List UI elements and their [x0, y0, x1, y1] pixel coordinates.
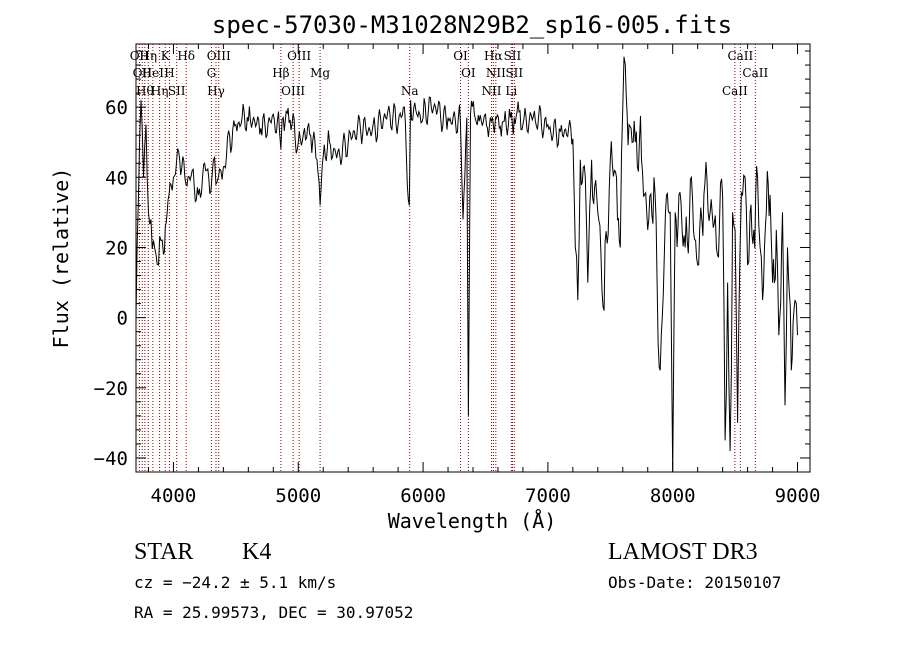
line-label: Na: [401, 84, 419, 98]
y-axis-label: Flux (relative): [49, 168, 73, 349]
x-tick-label: 7000: [525, 485, 571, 507]
line-label: Mg: [310, 66, 330, 80]
line-label: CaII: [727, 49, 753, 63]
plot-frame: [135, 43, 811, 473]
x-tick-label: 5000: [275, 485, 321, 507]
ra-dec: RA = 25.99573, DEC = 30.97052: [134, 603, 414, 622]
object-class: STAR: [134, 539, 194, 565]
redshift-value: cz = −24.2 ± 5.1 km/s: [134, 573, 337, 592]
line-label: CaII: [722, 84, 748, 98]
chart-title: spec-57030-M31028N29B2_sp16-005.fits: [212, 11, 732, 39]
y-tick-label: 20: [105, 237, 128, 259]
line-label: OII: [130, 49, 150, 63]
survey-name: LAMOST DR3: [608, 539, 758, 565]
line-label: NII: [481, 84, 501, 98]
spectral-line-markers: [138, 44, 756, 472]
line-label: Hθ: [136, 84, 154, 98]
x-axis-label: Wavelength (Å): [388, 509, 557, 533]
line-label: Li: [505, 84, 517, 98]
spectral-line-labels: OIIOIIHθHηHeIHηKHSIIHδGHγOIIIHβOIIIOIIIM…: [130, 49, 769, 98]
y-tick-label: 60: [105, 97, 128, 119]
object-subclass: K4: [242, 539, 272, 565]
line-label: NII: [486, 66, 506, 80]
line-label: G: [207, 66, 217, 80]
y-tick-label: 0: [117, 308, 128, 330]
x-tick-label: 9000: [775, 485, 821, 507]
line-label: Hη: [139, 49, 157, 63]
line-label: SII: [168, 84, 186, 98]
line-label: SII: [505, 66, 523, 80]
line-label: CaII: [742, 66, 768, 80]
line-label: OIII: [281, 84, 305, 98]
line-label: Hβ: [272, 66, 289, 80]
line-label: OI: [461, 66, 476, 80]
line-label: Hα: [484, 49, 503, 63]
line-label: Hη: [151, 84, 169, 98]
x-tick-label: 6000: [400, 485, 446, 507]
line-label: OIII: [287, 49, 311, 63]
line-label: SII: [504, 49, 522, 63]
line-label: Hδ: [177, 49, 195, 63]
line-label: OI: [453, 49, 468, 63]
line-label: H: [164, 66, 174, 80]
line-label: K: [161, 49, 171, 63]
line-label: OII: [133, 66, 153, 80]
line-label: OIII: [207, 49, 231, 63]
x-tick-label: 8000: [650, 485, 696, 507]
y-tick-label: −20: [94, 378, 128, 400]
y-tick-label: −40: [94, 448, 128, 470]
observation-date: Obs-Date: 20150107: [608, 573, 782, 592]
x-tick-label: 4000: [151, 485, 197, 507]
y-axis-ticks: −40 −20 0 20 40 60: [94, 50, 810, 470]
x-axis-ticks: 4000 5000 6000 7000 8000 9000: [147, 44, 821, 507]
line-label: Hγ: [207, 84, 225, 98]
y-tick-label: 40: [105, 167, 128, 189]
spectrum-trace: [135, 56, 798, 473]
line-label: HeI: [142, 66, 165, 80]
